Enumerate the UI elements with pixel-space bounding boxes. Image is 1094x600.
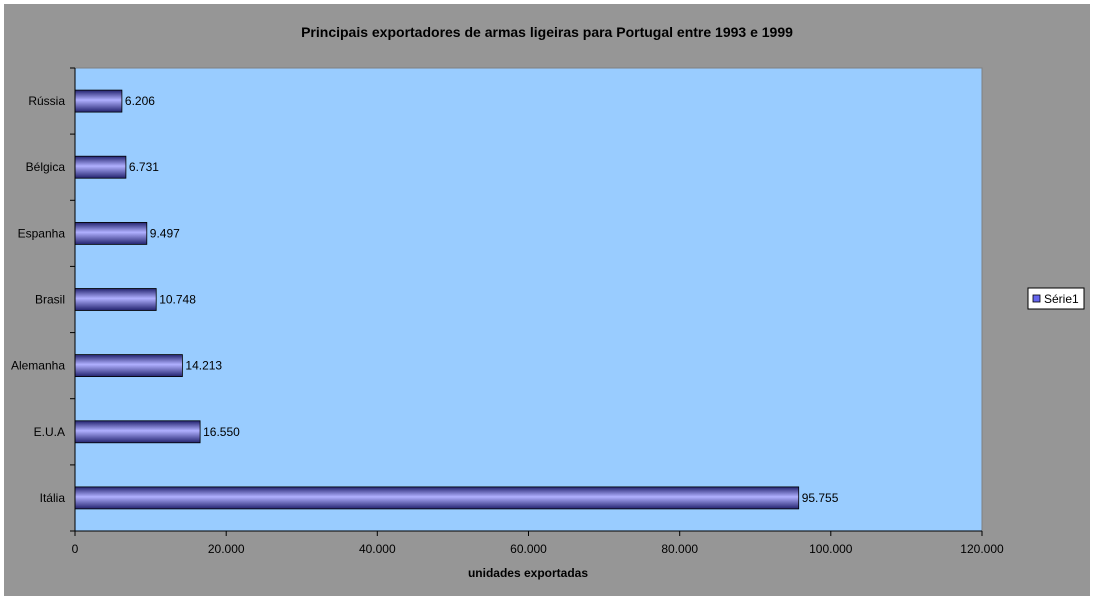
category-label: Espanha [18, 226, 66, 240]
bar-value-label: 10.748 [159, 293, 196, 307]
category-label: Bélgica [26, 160, 66, 174]
category-label: Itália [40, 491, 66, 505]
bar [74, 221, 148, 245]
bar [74, 354, 183, 378]
bar [74, 89, 123, 113]
bar-value-label: 95.755 [802, 491, 839, 505]
legend-label: Série1 [1044, 292, 1079, 306]
x-tick-label: 60.000 [510, 542, 547, 556]
legend-box [1027, 287, 1085, 310]
x-axis-title: unidades exportadas [468, 566, 588, 580]
category-label: Brasil [35, 293, 65, 307]
category-label: Alemanha [11, 359, 65, 373]
x-tick-label: 80.000 [661, 542, 698, 556]
bar [74, 155, 127, 179]
bar [74, 420, 201, 444]
x-tick-label: 40.000 [359, 542, 396, 556]
legend: Série1 [1027, 287, 1085, 310]
x-tick-label: 120.000 [960, 542, 1004, 556]
bar-value-label: 6.206 [125, 94, 155, 108]
bar-value-label: 14.213 [185, 359, 222, 373]
category-label: E.U.A [34, 425, 65, 439]
bar-value-label: 9.497 [150, 226, 180, 240]
bar [74, 486, 800, 510]
plot-area [74, 67, 983, 532]
chart-title: Principais exportadores de armas ligeira… [301, 24, 793, 40]
bar-value-label: 16.550 [203, 425, 240, 439]
bar [74, 288, 157, 311]
category-label: Rússia [28, 94, 65, 108]
legend-swatch [1032, 294, 1041, 303]
x-tick-label: 0 [72, 542, 79, 556]
x-tick-label: 20.000 [208, 542, 245, 556]
bar-value-label: 6.731 [129, 160, 159, 174]
x-tick-label: 100.000 [809, 542, 853, 556]
